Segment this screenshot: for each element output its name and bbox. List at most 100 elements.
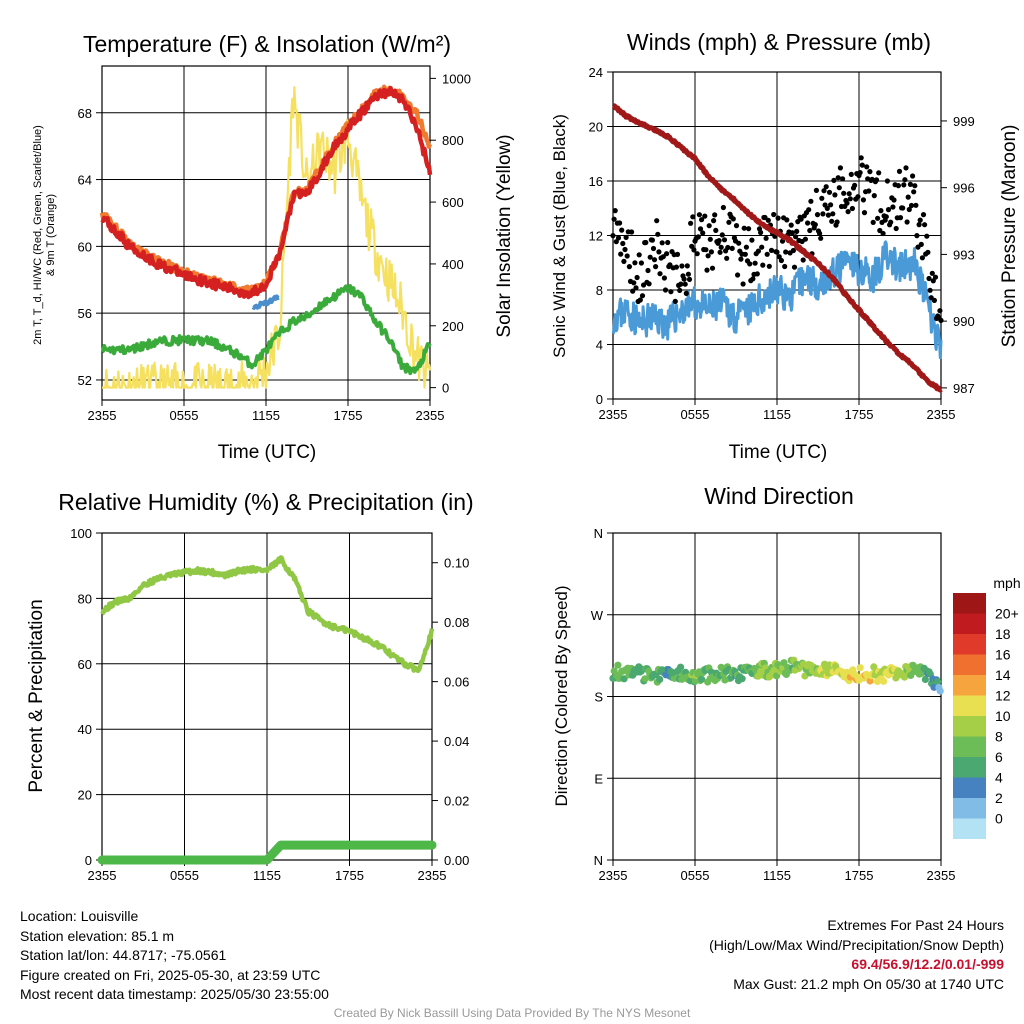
gust-point [763,235,769,241]
gust-point [901,182,907,188]
colorbar-label: 8 [995,729,1003,745]
gust-point [674,251,681,257]
temperature-ylabel-2: & 9m T (Orange) [45,194,57,276]
gust-point [730,216,736,222]
gust-point [919,255,926,261]
gust-point [673,264,680,270]
gust-point [720,204,727,211]
temperature-title: Temperature (F) & Insolation (W/m²) [83,31,451,57]
gust-point [820,211,826,217]
gust-point [754,271,760,277]
colorbar-label: 20+ [995,606,1019,622]
colorbar-swatch [953,757,986,778]
gust-point [647,254,653,260]
gust-point [735,272,741,278]
gust-point [918,241,924,247]
gust-point [895,183,902,189]
dir-ytick-label: S [594,690,603,705]
gust-point [906,206,912,213]
gust-point [841,190,847,196]
gust-point [664,251,670,257]
gust-point [861,210,868,216]
gust-point [612,208,618,214]
colorbar-label: 0 [995,811,1003,827]
gust-point [837,165,844,171]
gust-point [766,263,772,269]
gust-point [830,211,836,217]
pressure-line [611,103,943,393]
extremes-title: Extremes For Past 24 Hours [827,917,1004,933]
colorbar-swatch [953,695,986,716]
gust-point [926,275,932,282]
gust-point [829,218,835,224]
gust-point [920,212,927,218]
gust-point [819,195,825,201]
gust-point [733,223,740,229]
station-info: Location: Louisville Station elevation: … [20,907,329,1005]
gust-point [760,262,766,268]
recent-timestamp: Most recent data timestamp: 2025/05/30 2… [20,986,329,1002]
temp-y2tick-label: 200 [442,319,464,334]
dir-xtick-label: 1755 [845,868,874,883]
gust-point [688,220,694,226]
rh-xtick-label: 2355 [88,868,117,883]
gust-point [900,205,906,211]
gust-point [788,222,794,228]
colorbar-swatch [953,798,986,819]
colorbar-swatch [953,736,986,757]
gust-point [649,237,656,243]
gust-point [645,267,651,274]
gust-point [844,200,850,206]
temp-ytick-label: 64 [78,173,92,188]
dir-xtick-label: 2355 [599,868,628,883]
wind-ytick-label: 0 [596,392,603,407]
temperature-panel: 2355 0555 1155 1755 2355 52 56 60 64 68 0 200 400 600… [78,65,471,423]
direction-point [620,675,628,683]
winds-xlabel: Time (UTC) [729,442,828,463]
rh-line [100,555,435,674]
gust-point [847,196,853,202]
gust-point [870,219,876,225]
winds-ylabel: Sonic Wind & Gust (Blue, Black) [550,114,569,358]
gust-point [743,244,750,250]
gust-point [929,270,935,276]
gust-point [768,247,775,253]
gust-point [716,238,722,244]
gust-point [776,254,782,260]
temp-y2tick-label: 400 [442,257,464,272]
gust-point [916,222,922,228]
gust-point [690,214,696,220]
dir-ytick-label: W [591,608,604,623]
gust-point [905,194,911,200]
gust-point [653,264,659,270]
temp-y2tick-label: 0 [442,381,449,396]
wind-ytick-label: 24 [589,65,603,80]
gust-point [812,222,818,228]
gust-point [789,230,795,236]
gust-point [632,260,638,266]
gust-point [702,213,708,219]
winds-title: Winds (mph) & Pressure (mb) [627,29,931,55]
hiwc-line [251,294,280,310]
colorbar-label: 2 [995,790,1003,806]
gust-point [631,280,637,286]
colorbar-swatch [953,675,986,696]
wind-xtick-label: 1755 [845,407,874,422]
precip-line [97,840,437,865]
gust-point [846,191,852,197]
gust-point [914,233,920,239]
gust-point [704,267,710,273]
dir-xtick-label: 1155 [763,868,791,883]
temp-xtick-label: 0555 [170,408,199,423]
gust-point [618,251,624,257]
credit-line: Created By Nick Bassill Using Data Provi… [333,1006,691,1020]
rh-xtick-label: 2355 [418,868,447,883]
rh-y2tick-label: 0.08 [444,615,469,630]
rh-y2tick-label: 0.04 [444,734,469,749]
dir-ytick-label: N [594,526,603,541]
gust-point [694,251,700,257]
gust-point [932,274,939,280]
gust-point [896,168,903,174]
dewpoint-line [100,284,432,376]
humidity-ylabel: Percent & Precipitation [26,599,47,792]
